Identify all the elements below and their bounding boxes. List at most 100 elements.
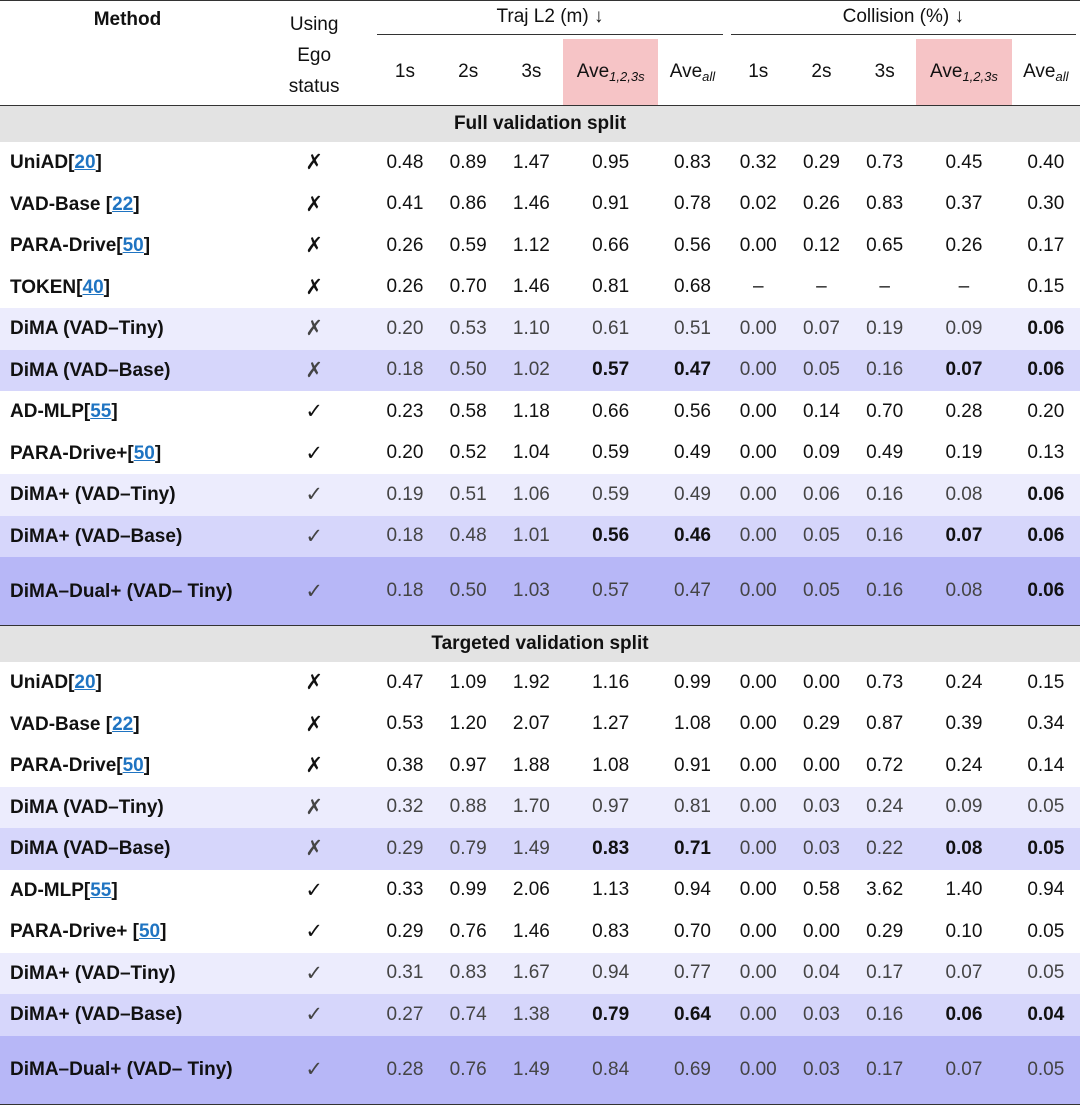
ego-status-mark: ✗: [305, 151, 323, 175]
metric-value: –: [752, 276, 764, 298]
traj-aveall-header: Aveall: [658, 39, 726, 106]
method-name-cell: VAD-Base [22]: [10, 713, 140, 735]
metric-value: 0.49: [866, 442, 904, 464]
traj-2s-header: 2s: [458, 61, 479, 82]
method-name: PARA-Drive: [10, 235, 117, 257]
ego-status-mark: ✓: [254, 994, 374, 1036]
citation-link[interactable]: 50: [122, 235, 144, 257]
metric-value: 0.05: [789, 557, 854, 626]
collision-group-header: Collision (%) ↓: [726, 0, 1080, 39]
metric-value: 0.73: [866, 671, 904, 693]
metric-value: 1.67: [499, 952, 563, 994]
metric-value: 0.70: [866, 400, 904, 422]
metric-value: 0.79: [563, 994, 659, 1036]
metric-value: –: [879, 276, 890, 298]
method-name-cell: DiMA (VAD–Base): [0, 828, 255, 870]
metric-value: 0.19: [853, 308, 917, 350]
citation-link[interactable]: 22: [112, 713, 134, 735]
ave-label: Ave: [576, 60, 610, 82]
metric-value: 0.04: [789, 952, 854, 994]
method-name: DiMA+ (VAD–Base): [10, 525, 183, 547]
metric-value: 0.56: [673, 234, 711, 256]
metric-value: 0.00: [726, 515, 790, 557]
metric-value: 0.32: [739, 151, 777, 173]
ego-status-mark: ✗: [305, 192, 323, 216]
metric-value: 0.89: [449, 151, 487, 173]
citation-link[interactable]: 50: [133, 442, 155, 464]
ave-subscript: all: [1055, 68, 1069, 84]
metric-value: 0.66: [592, 400, 630, 422]
metric-value: 1.47: [512, 151, 550, 173]
metric-value: 0.15: [1027, 276, 1065, 298]
method-name: DiMA–Dual+ (VAD– Tiny): [10, 1059, 233, 1080]
metric-value: 1.16: [592, 671, 630, 693]
metric-value: –: [958, 276, 970, 298]
metric-value: 0.06: [1011, 515, 1080, 557]
method-name-cell: AD-MLP[55]: [10, 879, 118, 901]
metric-value: 0.59: [592, 442, 630, 464]
metric-value: 0.00: [739, 400, 777, 422]
table-row: TOKEN[40] ✗ 0.26 0.70 1.46 0.81 0.68 – – – – 0.15: [0, 267, 1080, 309]
metric-value: 0.17: [853, 952, 917, 994]
table-row: PARA-Drive[50] ✗ 0.38 0.97 1.88 1.08 0.91 0.00 0…: [0, 745, 1080, 787]
metric-value: 1.09: [449, 671, 487, 693]
ave-label: Ave: [669, 60, 703, 82]
metric-value: 0.06: [1011, 349, 1080, 391]
ego-status-mark: ✓: [305, 441, 323, 465]
method-name: PARA-Drive+: [10, 921, 133, 943]
metric-value: 0.19: [945, 442, 983, 464]
metric-value: 0.05: [1027, 920, 1065, 942]
method-name-cell: PARA-Drive[50]: [10, 755, 151, 777]
citation-link[interactable]: 20: [74, 672, 96, 694]
metric-value: 0.23: [386, 400, 424, 422]
metric-value: 0.03: [789, 828, 854, 870]
ego-status-mark: ✗: [305, 671, 323, 695]
metric-value: 0.83: [866, 193, 904, 215]
metric-value: 0.07: [916, 952, 1012, 994]
citation-link[interactable]: 55: [90, 879, 112, 901]
method-name: VAD-Base: [10, 713, 106, 735]
method-name: DiMA (VAD–Tiny): [10, 796, 164, 818]
citation-link[interactable]: 22: [112, 193, 134, 215]
metric-value: 0.70: [673, 920, 711, 942]
metric-value: 0.91: [592, 193, 630, 215]
citation-link[interactable]: 55: [90, 401, 112, 423]
citation-link[interactable]: 50: [122, 755, 144, 777]
metric-value: 0.40: [1027, 151, 1065, 173]
metric-value: 0.06: [1011, 308, 1080, 350]
metric-value: 0.00: [802, 920, 840, 942]
method-name-cell: DiMA–Dual+ (VAD– Tiny): [0, 557, 255, 626]
coll-2s-header: 2s: [811, 61, 832, 82]
method-name-cell: DiMA+ (VAD–Base): [0, 515, 255, 557]
table-row: DiMA (VAD–Base) ✗ 0.18 0.50 1.02 0.57 0.47 0.00…: [0, 349, 1080, 391]
citation-link[interactable]: 20: [74, 152, 96, 174]
ave-label: Ave: [930, 60, 963, 82]
metric-value: 0.51: [436, 474, 500, 516]
metric-value: 0.39: [945, 713, 983, 735]
metric-value: 1.46: [512, 920, 550, 942]
metric-value: 0.83: [436, 952, 500, 994]
citation-link[interactable]: 40: [82, 276, 104, 298]
citation-link[interactable]: 50: [138, 921, 161, 943]
metric-value: 0.16: [853, 994, 917, 1036]
metric-value: 0.33: [386, 879, 424, 901]
table-row: PARA-Drive[50] ✗ 0.26 0.59 1.12 0.66 0.56 0.00 0…: [0, 225, 1080, 267]
metric-value: 1.08: [592, 754, 630, 776]
metric-value: 0.16: [853, 557, 917, 626]
metric-value: 1.08: [673, 713, 711, 735]
metric-value: 0.04: [1011, 994, 1080, 1036]
metric-value: 0.26: [945, 234, 983, 256]
method-name-cell: DiMA–Dual+ (VAD– Tiny): [0, 1035, 255, 1104]
metric-value: 1.20: [449, 713, 487, 735]
ego-status-mark: ✓: [254, 515, 374, 557]
metric-value: 0.07: [789, 308, 854, 350]
metric-value: 0.18: [373, 557, 437, 626]
metric-value: 0.91: [673, 754, 711, 776]
metric-value: 0.31: [373, 952, 437, 994]
table-row: DiMA (VAD–Tiny) ✗ 0.32 0.88 1.70 0.97 0.81 0.00…: [0, 786, 1080, 828]
targeted-validation-section: Targeted validation split UniAD[20] ✗ 0.47 1…: [0, 625, 1080, 1104]
metric-value: 0.26: [386, 276, 424, 298]
metric-value: 0.45: [945, 151, 983, 173]
metric-value: 0.16: [853, 474, 917, 516]
metric-value: 0.69: [658, 1035, 727, 1104]
